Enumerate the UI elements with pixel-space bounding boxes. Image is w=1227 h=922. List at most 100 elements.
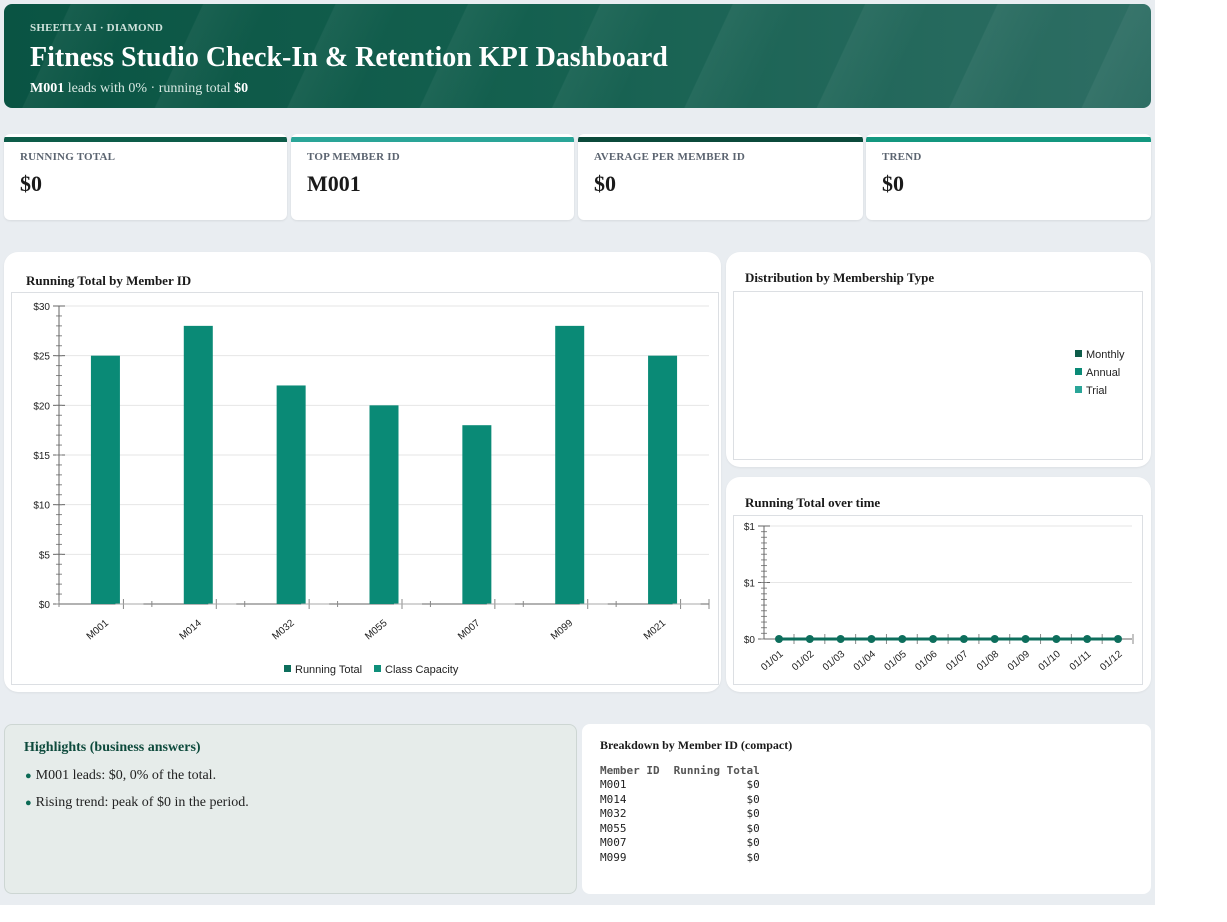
x-tick-label: 01/01 [759, 649, 786, 674]
highlight-text: Rising trend: peak of $0 in the period. [35, 795, 249, 810]
x-tick-label: 01/04 [852, 649, 879, 674]
bar-m001 [90, 355, 120, 604]
legend-label: Class Capacity [385, 664, 459, 676]
page-subtitle: M001 leads with 0% · running total $0 [30, 81, 248, 97]
table-cell: $0 [746, 807, 760, 820]
line-point-01/04 [867, 635, 876, 643]
x-tick-label: M099 [549, 618, 576, 643]
legend-label: Annual [1086, 367, 1120, 379]
highlight-item: ● Rising trend: peak of $0 in the period. [25, 795, 249, 811]
line-chart-card: Running Total over time $0 $1 $1 01/01 01/02… [726, 477, 1151, 692]
pie-chart-plot: Monthly Annual Trial [733, 291, 1143, 460]
y-tick-label: $10 [33, 501, 50, 512]
kpi-value: $0 [882, 171, 904, 196]
y-tick-label: $0 [39, 600, 51, 611]
table-cell: M001 [600, 778, 627, 791]
pie-chart-title: Distribution by Membership Type [745, 270, 935, 285]
pie-chart-svg: Monthly Annual Trial [1075, 349, 1125, 397]
breakdown-panel: Breakdown by Member ID (compact) Member … [582, 724, 1151, 894]
subtitle-text: leads with 0% · running total [64, 81, 235, 96]
table-row: M007 $0 [600, 836, 760, 851]
y-tick-label: $0 [744, 635, 756, 646]
line-point-01/12 [1114, 635, 1122, 643]
pie-chart-card: Distribution by Membership Type Monthly A… [726, 252, 1151, 467]
legend-swatch [1075, 368, 1082, 375]
header-banner: SHEETLY AI · DIAMOND Fitness Studio Chec… [4, 4, 1151, 108]
kpi-label: TOP MEMBER ID [307, 151, 400, 163]
bar-m021 [648, 355, 678, 604]
table-row: M032 $0 [600, 807, 760, 822]
legend-label: Trial [1086, 385, 1107, 397]
bar-chart-title: Running Total by Member ID [26, 273, 192, 288]
table-cell: $0 [746, 792, 760, 806]
kpi-accent-bar [866, 137, 1151, 142]
x-tick-label: M007 [456, 618, 483, 643]
dashboard: SHEETLY AI · DIAMOND Fitness Studio Chec… [0, 0, 1155, 905]
bar-chart-legend: Running Total Class Capacity [284, 664, 459, 676]
bar-m032 [276, 385, 306, 604]
x-tick-label: 01/02 [790, 649, 817, 674]
x-tick-label: M014 [178, 618, 205, 643]
table-cell: $0 [746, 821, 760, 835]
highlight-item: ● M001 leads: $0, 0% of the total. [25, 768, 249, 784]
y-tick-label: $1 [744, 579, 756, 590]
breakdown-title: Breakdown by Member ID (compact) [600, 738, 793, 752]
line-chart-plot: $0 $1 $1 01/01 01/02 01/03 01/04 01/05 01/06 01/0… [733, 515, 1143, 685]
line-point-01/06 [929, 635, 938, 643]
table-cell: $0 [746, 836, 760, 849]
legend-swatch [284, 665, 291, 672]
y-tick-label: $30 [33, 302, 50, 313]
legend-swatch [1075, 350, 1082, 357]
table-row: M001 $0 [600, 778, 760, 793]
line-point-01/02 [805, 635, 814, 643]
legend-swatch [374, 665, 381, 672]
kpi-value: M001 [307, 171, 361, 196]
table-cell: M014 [600, 792, 627, 806]
x-tick-label: M001 [85, 618, 112, 643]
line-point-01/11 [1083, 635, 1092, 643]
legend-swatch [1075, 386, 1082, 393]
x-tick-label: 01/12 [1098, 649, 1125, 674]
line-chart-svg: $0$1$101/01 01/02 01/03 01/04 01/05 01/06 01/0… [744, 522, 1134, 674]
y-tick-label: $15 [33, 451, 50, 462]
column-header-running-total: Running Total [673, 764, 760, 777]
table-header-row: Member ID Running Total [600, 764, 760, 778]
line-point-01/01 [775, 635, 783, 643]
legend-label: Running Total [295, 664, 362, 676]
kpi-accent-bar [578, 137, 863, 142]
brand-label: SHEETLY AI · DIAMOND [30, 22, 164, 34]
bar-m099 [555, 325, 585, 604]
pie-chart-legend: Monthly Annual Trial [1075, 349, 1125, 397]
bullet-icon: ● [25, 797, 32, 809]
bar-chart-plot: $0 $5 $10 $15 $20 $25 $30 M001 M014 M032 M055 M007 M… [11, 292, 719, 685]
x-tick-label: 01/10 [1037, 649, 1064, 674]
x-tick-label: 01/03 [821, 649, 848, 674]
kpi-card-running-total: RUNNING TOTAL $0 [4, 134, 287, 220]
highlights-title: Highlights (business answers) [24, 740, 201, 755]
line-point-01/03 [836, 635, 845, 643]
y-tick-label: $5 [39, 550, 51, 561]
breakdown-table: Member ID Running Total M001 $0 M014 $0 M0… [600, 764, 760, 865]
table-cell: $0 [746, 778, 760, 791]
y-tick-label: $20 [33, 401, 50, 412]
highlight-text: M001 leads: $0, 0% of the total. [35, 768, 217, 783]
table-row: M055 $0 [600, 822, 760, 837]
kpi-label: TREND [882, 151, 922, 163]
bar-m007 [462, 425, 492, 604]
line-point-01/05 [898, 635, 907, 643]
y-tick-label: $1 [744, 522, 756, 533]
x-tick-label: M021 [642, 618, 669, 643]
kpi-card-top-member: TOP MEMBER ID M001 [291, 134, 574, 220]
x-tick-label: 01/05 [883, 649, 910, 674]
kpi-label: RUNNING TOTAL [20, 151, 116, 163]
line-chart-title: Running Total over time [745, 495, 881, 510]
table-cell: M055 [600, 821, 627, 835]
kpi-accent-bar [291, 137, 574, 142]
subtitle-lead: M001 [30, 81, 65, 96]
table-cell: $0 [746, 850, 760, 864]
highlights-list: ● M001 leads: $0, 0% of the total. ● Risin… [25, 768, 249, 822]
line-point-01/08 [990, 635, 999, 643]
highlights-panel: Highlights (business answers) ● M001 lead… [4, 724, 577, 894]
page-title: Fitness Studio Check-In & Retention KPI … [30, 42, 668, 73]
bar-chart-svg: $0 $5 $10 $15 $20 $25 $30 M001 M014 M032 M055 M007 M… [33, 302, 710, 676]
